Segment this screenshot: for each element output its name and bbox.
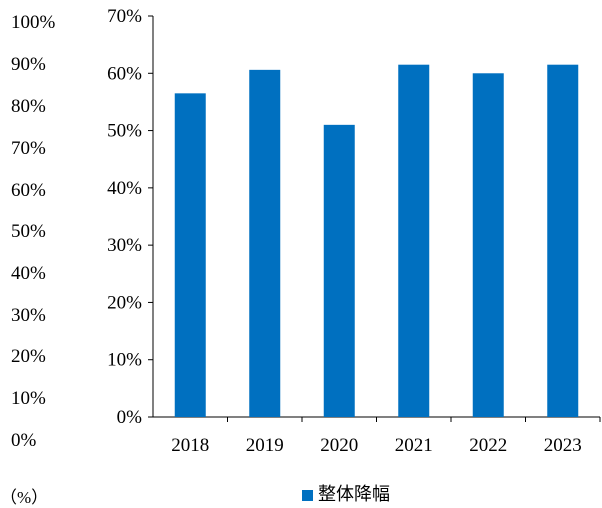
outer-y-tick: 70% — [11, 138, 46, 159]
legend-swatch — [302, 489, 313, 501]
y-tick-label: 50% — [107, 121, 142, 142]
x-tick-label: 2020 — [320, 435, 358, 456]
bar — [323, 124, 355, 417]
y-tick-label: 60% — [107, 63, 142, 84]
outer-y-tick: 90% — [11, 54, 46, 75]
outer-y-tick: 30% — [11, 305, 46, 326]
legend: 整体降幅 — [302, 484, 390, 506]
unit-label: （%） — [0, 488, 49, 507]
x-tick-label: 2021 — [395, 435, 433, 456]
outer-y-tick: 20% — [11, 346, 46, 367]
x-tick-label: 2022 — [469, 435, 507, 456]
y-tick-label: 70% — [107, 6, 142, 27]
outer-y-axis: 100% 90% 80% 70% 60% 50% 40% 30% 20% 10%… — [0, 0, 80, 460]
outer-y-tick: 40% — [11, 263, 46, 284]
outer-y-tick: 80% — [11, 96, 46, 117]
x-tick-label: 2019 — [246, 435, 284, 456]
bar — [249, 69, 281, 417]
legend-label: 整体降幅 — [318, 484, 390, 505]
y-tick-label: 0% — [117, 407, 143, 428]
outer-y-tick: 60% — [11, 180, 46, 201]
y-tick-label: 10% — [107, 350, 142, 371]
outer-y-tick: 50% — [11, 221, 46, 242]
x-tick-label: 2023 — [544, 435, 582, 456]
x-tick-label: 2018 — [171, 435, 209, 456]
y-tick-label: 20% — [107, 292, 142, 313]
y-tick-label: 30% — [107, 235, 142, 256]
bar — [472, 73, 504, 418]
outer-y-tick: 0% — [11, 430, 37, 451]
bar — [547, 64, 579, 417]
outer-y-tick: 100% — [11, 12, 56, 33]
bar — [174, 93, 206, 417]
outer-y-tick: 10% — [11, 388, 46, 409]
bar — [398, 64, 430, 417]
y-tick-label: 40% — [107, 178, 142, 199]
